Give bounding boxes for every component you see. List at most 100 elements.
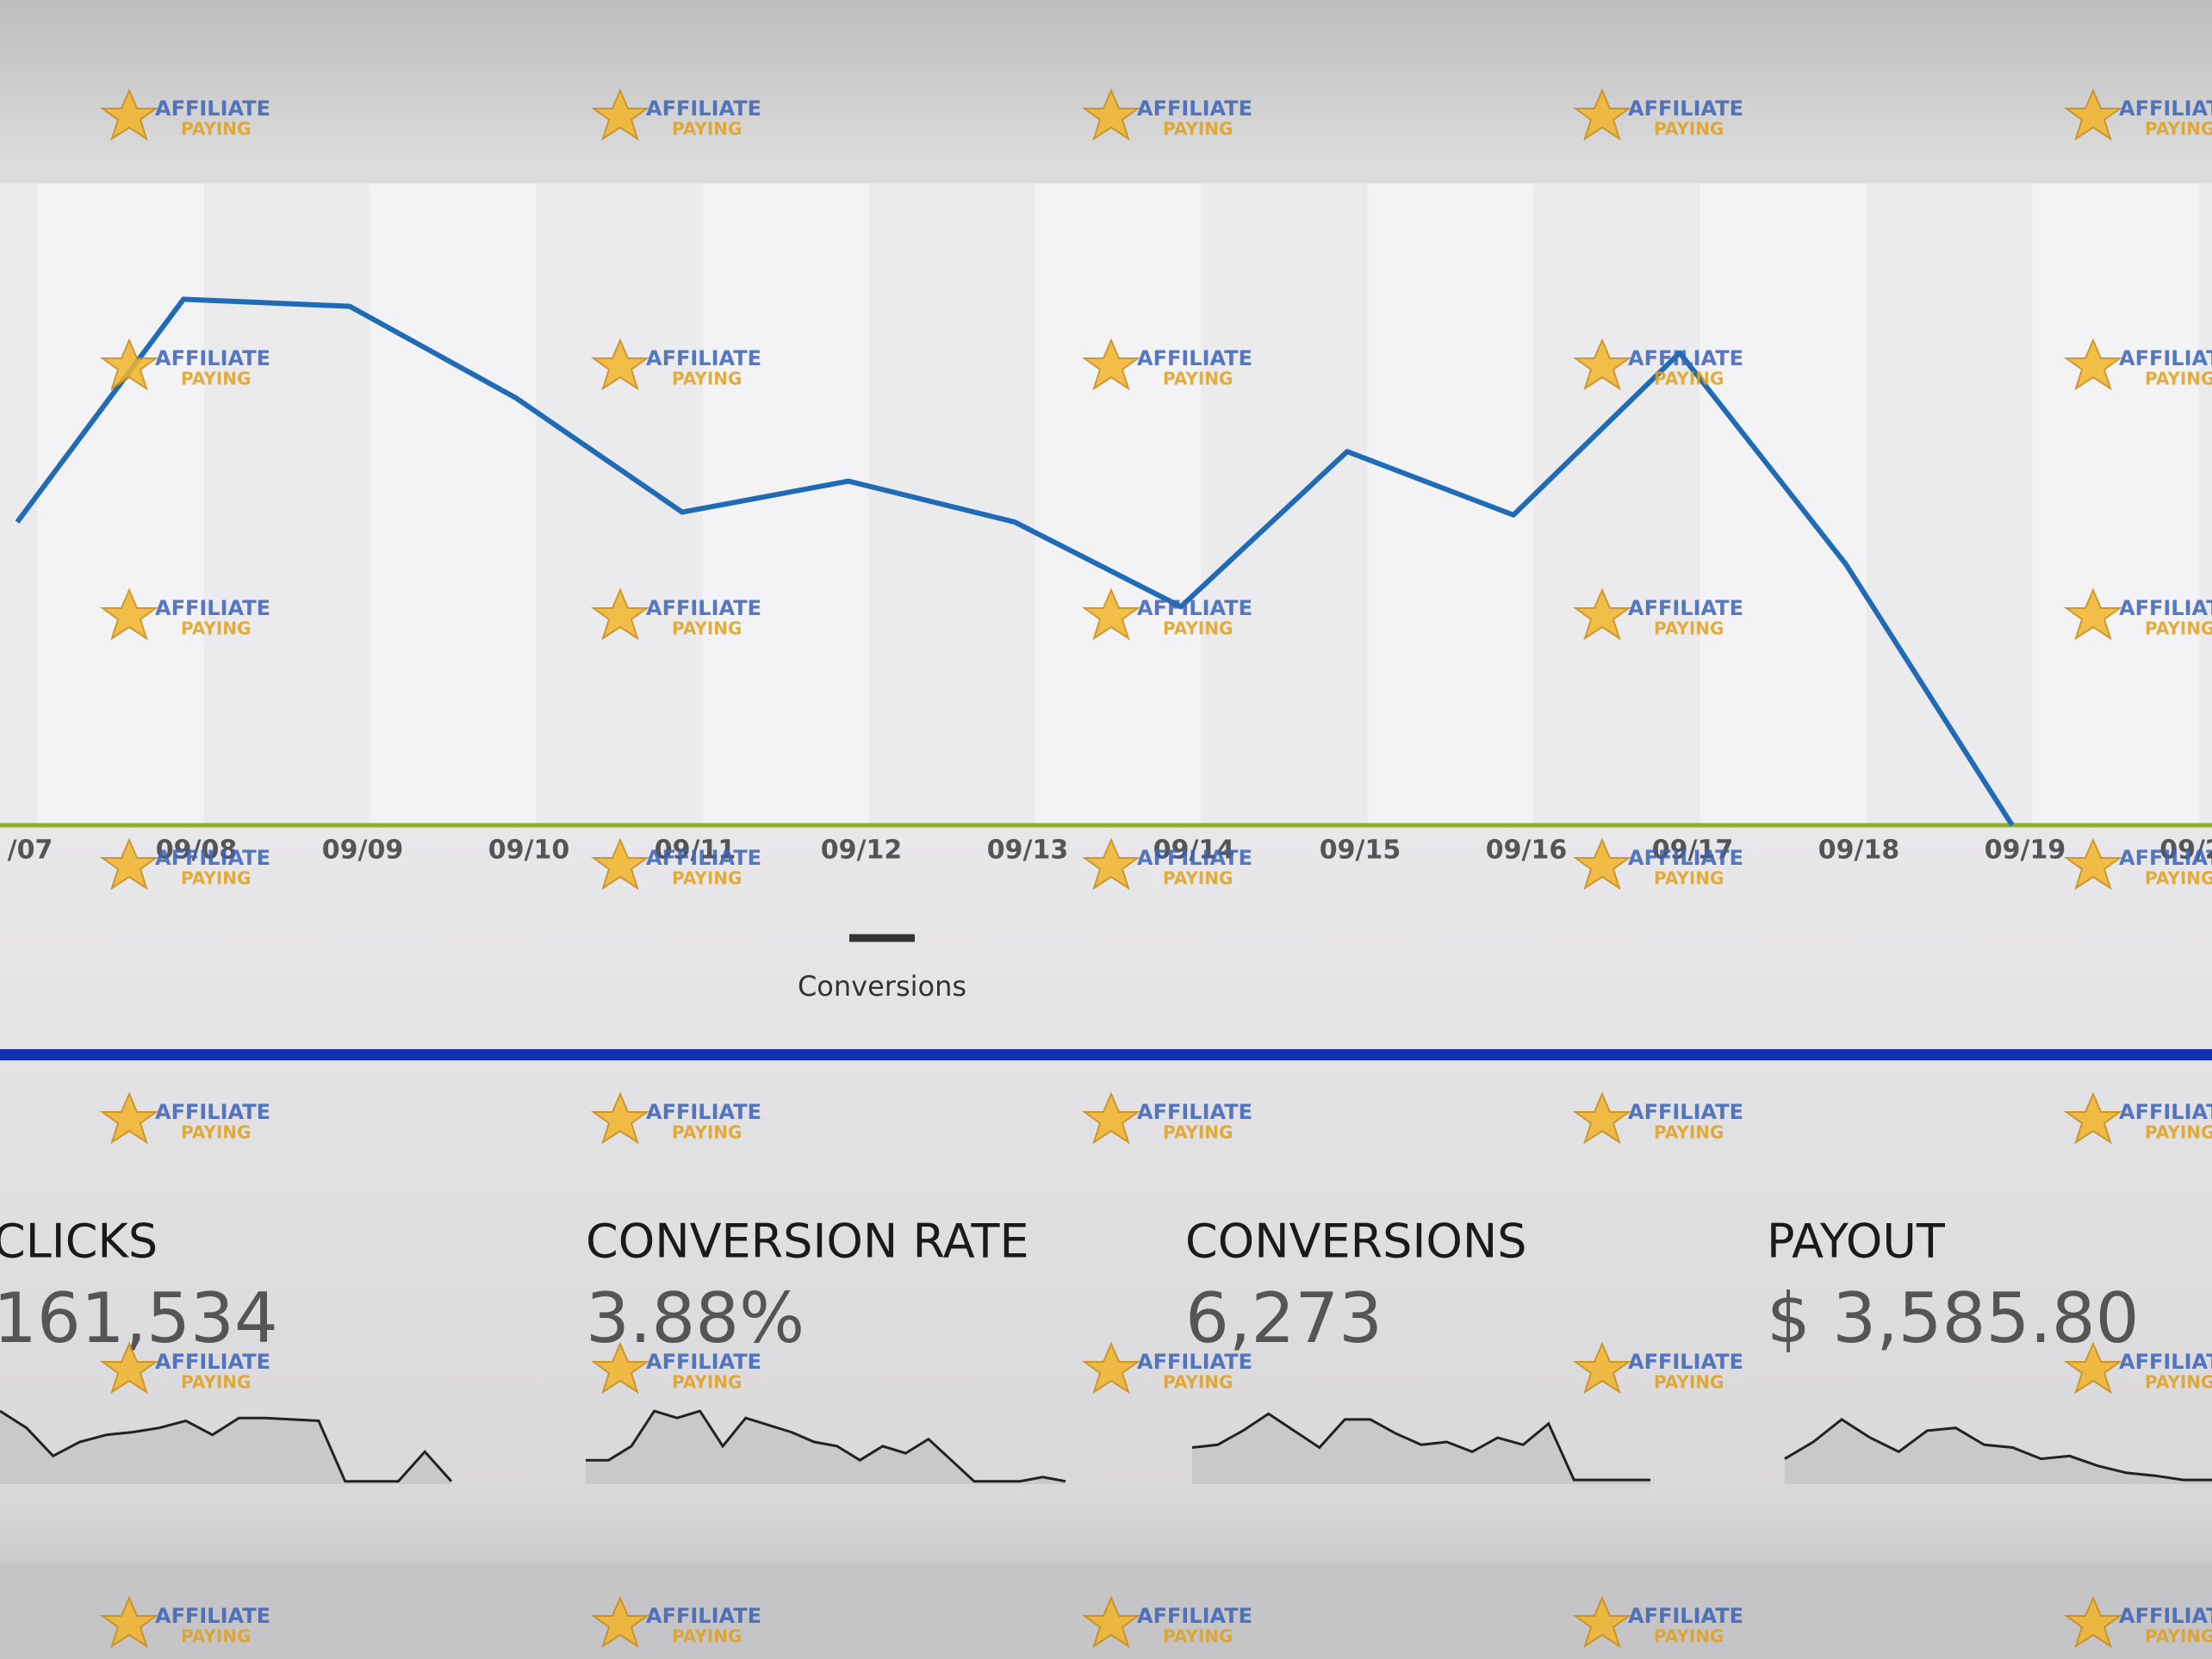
x-tick-label: 09/10 <box>488 836 569 866</box>
watermark-text: AFFILIATE <box>646 96 761 121</box>
watermark-text: AFFILIATE <box>155 1604 270 1628</box>
watermark-text: AFFILIATE <box>1137 596 1252 620</box>
watermark-text: PAYING <box>672 1122 742 1143</box>
watermark-text: PAYING <box>1163 868 1233 889</box>
column-stripe <box>37 183 204 825</box>
x-tick-label: 09/14 <box>1153 836 1234 866</box>
watermark-star <box>1572 338 1632 391</box>
watermark-text: PAYING <box>672 1372 742 1393</box>
watermark-star <box>2063 837 2123 891</box>
watermark-star <box>99 338 159 391</box>
watermark-text: AFFILIATE <box>1628 346 1743 370</box>
watermark-star <box>1081 837 1141 891</box>
watermark-text: AFFILIATE <box>155 96 270 121</box>
watermark-star <box>99 1091 159 1145</box>
watermark-text: PAYING <box>672 369 742 389</box>
x-tick-label: /07 <box>8 836 53 866</box>
sparkline <box>0 1409 453 1483</box>
legend-label[interactable]: Conversions <box>798 970 966 1003</box>
watermark-text: AFFILIATE <box>155 346 270 370</box>
watermark-star <box>1081 338 1141 391</box>
watermark-text: PAYING <box>181 868 251 889</box>
watermark-text: AFFILIATE <box>646 1350 761 1374</box>
watermark-text: PAYING <box>2145 369 2212 389</box>
watermark-text: AFFILIATE <box>646 846 761 870</box>
watermark-text: AFFILIATE <box>646 596 761 620</box>
watermark-text: AFFILIATE <box>2119 596 2212 620</box>
watermark-star <box>1081 1341 1141 1395</box>
column-stripe <box>1699 183 1867 825</box>
x-tick-label: 09/16 <box>1486 836 1567 866</box>
sparkline-area <box>586 1411 1066 1484</box>
watermark-star <box>2063 1091 2123 1145</box>
watermark-text: AFFILIATE <box>1628 846 1743 870</box>
sparkline <box>586 1409 1066 1483</box>
x-tick-label: 09/2 <box>2159 836 2212 866</box>
watermark-star <box>590 1595 650 1649</box>
watermark-text: AFFILIATE <box>155 596 270 620</box>
watermark-text: PAYING <box>1654 369 1724 389</box>
x-tick-label: 09/08 <box>156 836 237 866</box>
column-stripe <box>2032 183 2199 825</box>
x-tick-label: 09/11 <box>655 836 736 866</box>
data-line <box>15 296 2015 827</box>
watermark-text: PAYING <box>672 1626 742 1647</box>
x-tick-label: 09/17 <box>1652 836 1733 866</box>
watermark-star <box>2063 88 2123 141</box>
watermark-text: PAYING <box>2145 868 2212 889</box>
watermark-text: PAYING <box>1654 1122 1724 1143</box>
watermark-star <box>99 88 159 141</box>
watermark-star <box>2063 587 2123 641</box>
watermark-star <box>1081 88 1141 141</box>
watermark-text: AFFILIATE <box>1628 96 1743 121</box>
watermark-star <box>590 587 650 641</box>
watermark-text: AFFILIATE <box>1137 846 1252 870</box>
stat-title: CONVERSIONS <box>1185 1215 1527 1269</box>
watermark-star <box>2063 1341 2123 1395</box>
watermark-text: PAYING <box>181 369 251 389</box>
watermark-star <box>99 837 159 891</box>
watermark-text: AFFILIATE <box>1628 1100 1743 1124</box>
watermark-text: AFFILIATE <box>2119 846 2212 870</box>
x-tick-label: 09/18 <box>1818 836 1899 866</box>
watermark-star <box>99 1341 159 1395</box>
watermark-text: PAYING <box>1654 1626 1724 1647</box>
watermark-star <box>590 88 650 141</box>
watermark-text: PAYING <box>2145 119 2212 140</box>
watermark-text: AFFILIATE <box>1137 96 1252 121</box>
column-stripe <box>370 183 537 825</box>
watermark-star <box>1572 1595 1632 1649</box>
watermark-text: AFFILIATE <box>155 846 270 870</box>
watermark-text: AFFILIATE <box>1137 1100 1252 1124</box>
watermark-star <box>2063 1595 2123 1649</box>
watermark-text: AFFILIATE <box>155 1350 270 1374</box>
sparkline-area <box>0 1411 451 1484</box>
watermark-star <box>99 587 159 641</box>
watermark-text: PAYING <box>2145 1122 2212 1143</box>
watermark-text: PAYING <box>1163 1372 1233 1393</box>
watermark-text: PAYING <box>2145 1626 2212 1647</box>
watermark-text: PAYING <box>672 119 742 140</box>
watermark-text: PAYING <box>1163 1626 1233 1647</box>
watermark-star <box>590 1091 650 1145</box>
watermark-text: AFFILIATE <box>1137 346 1252 370</box>
watermark-star <box>1081 587 1141 641</box>
